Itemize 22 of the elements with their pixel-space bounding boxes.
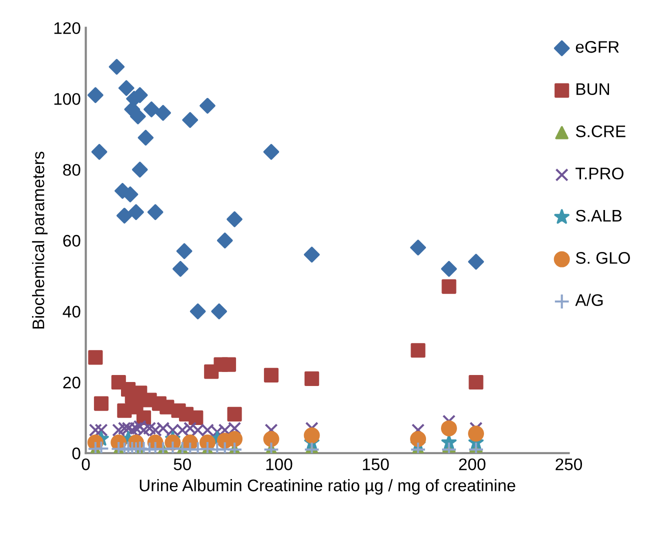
legend-label: BUN xyxy=(576,83,610,96)
legend-label: S.ALB xyxy=(576,210,622,222)
legend-label: T.PRO xyxy=(576,168,624,180)
x-tick-label: 200 xyxy=(459,458,486,470)
legend-label: A/G xyxy=(575,294,603,306)
x-tick-label: 100 xyxy=(266,458,292,470)
x-tick-label: 0 xyxy=(82,458,90,470)
x-tick-label: 150 xyxy=(362,458,389,470)
y-tick-label: 100 xyxy=(54,93,80,105)
legend-label: S. GLO xyxy=(576,252,630,264)
x-tick-label: 50 xyxy=(174,458,192,470)
y-tick-label: 80 xyxy=(63,164,80,176)
y-axis-title: Biochemical parameters xyxy=(32,152,48,328)
legend-label: eGFR xyxy=(576,41,619,53)
y-tick-label: 0 xyxy=(72,448,80,460)
y-tick-label: 20 xyxy=(63,376,80,388)
legend-label: S.CRE xyxy=(576,125,626,138)
y-tick-label: 40 xyxy=(62,306,80,318)
y-tick-label: 60 xyxy=(63,234,80,247)
x-axis-title: Urine Albumin Creatinine ratio µg / mg of creatinine xyxy=(140,479,516,495)
y-tick-label: 120 xyxy=(54,22,80,34)
x-tick-label: 250 xyxy=(556,458,582,470)
